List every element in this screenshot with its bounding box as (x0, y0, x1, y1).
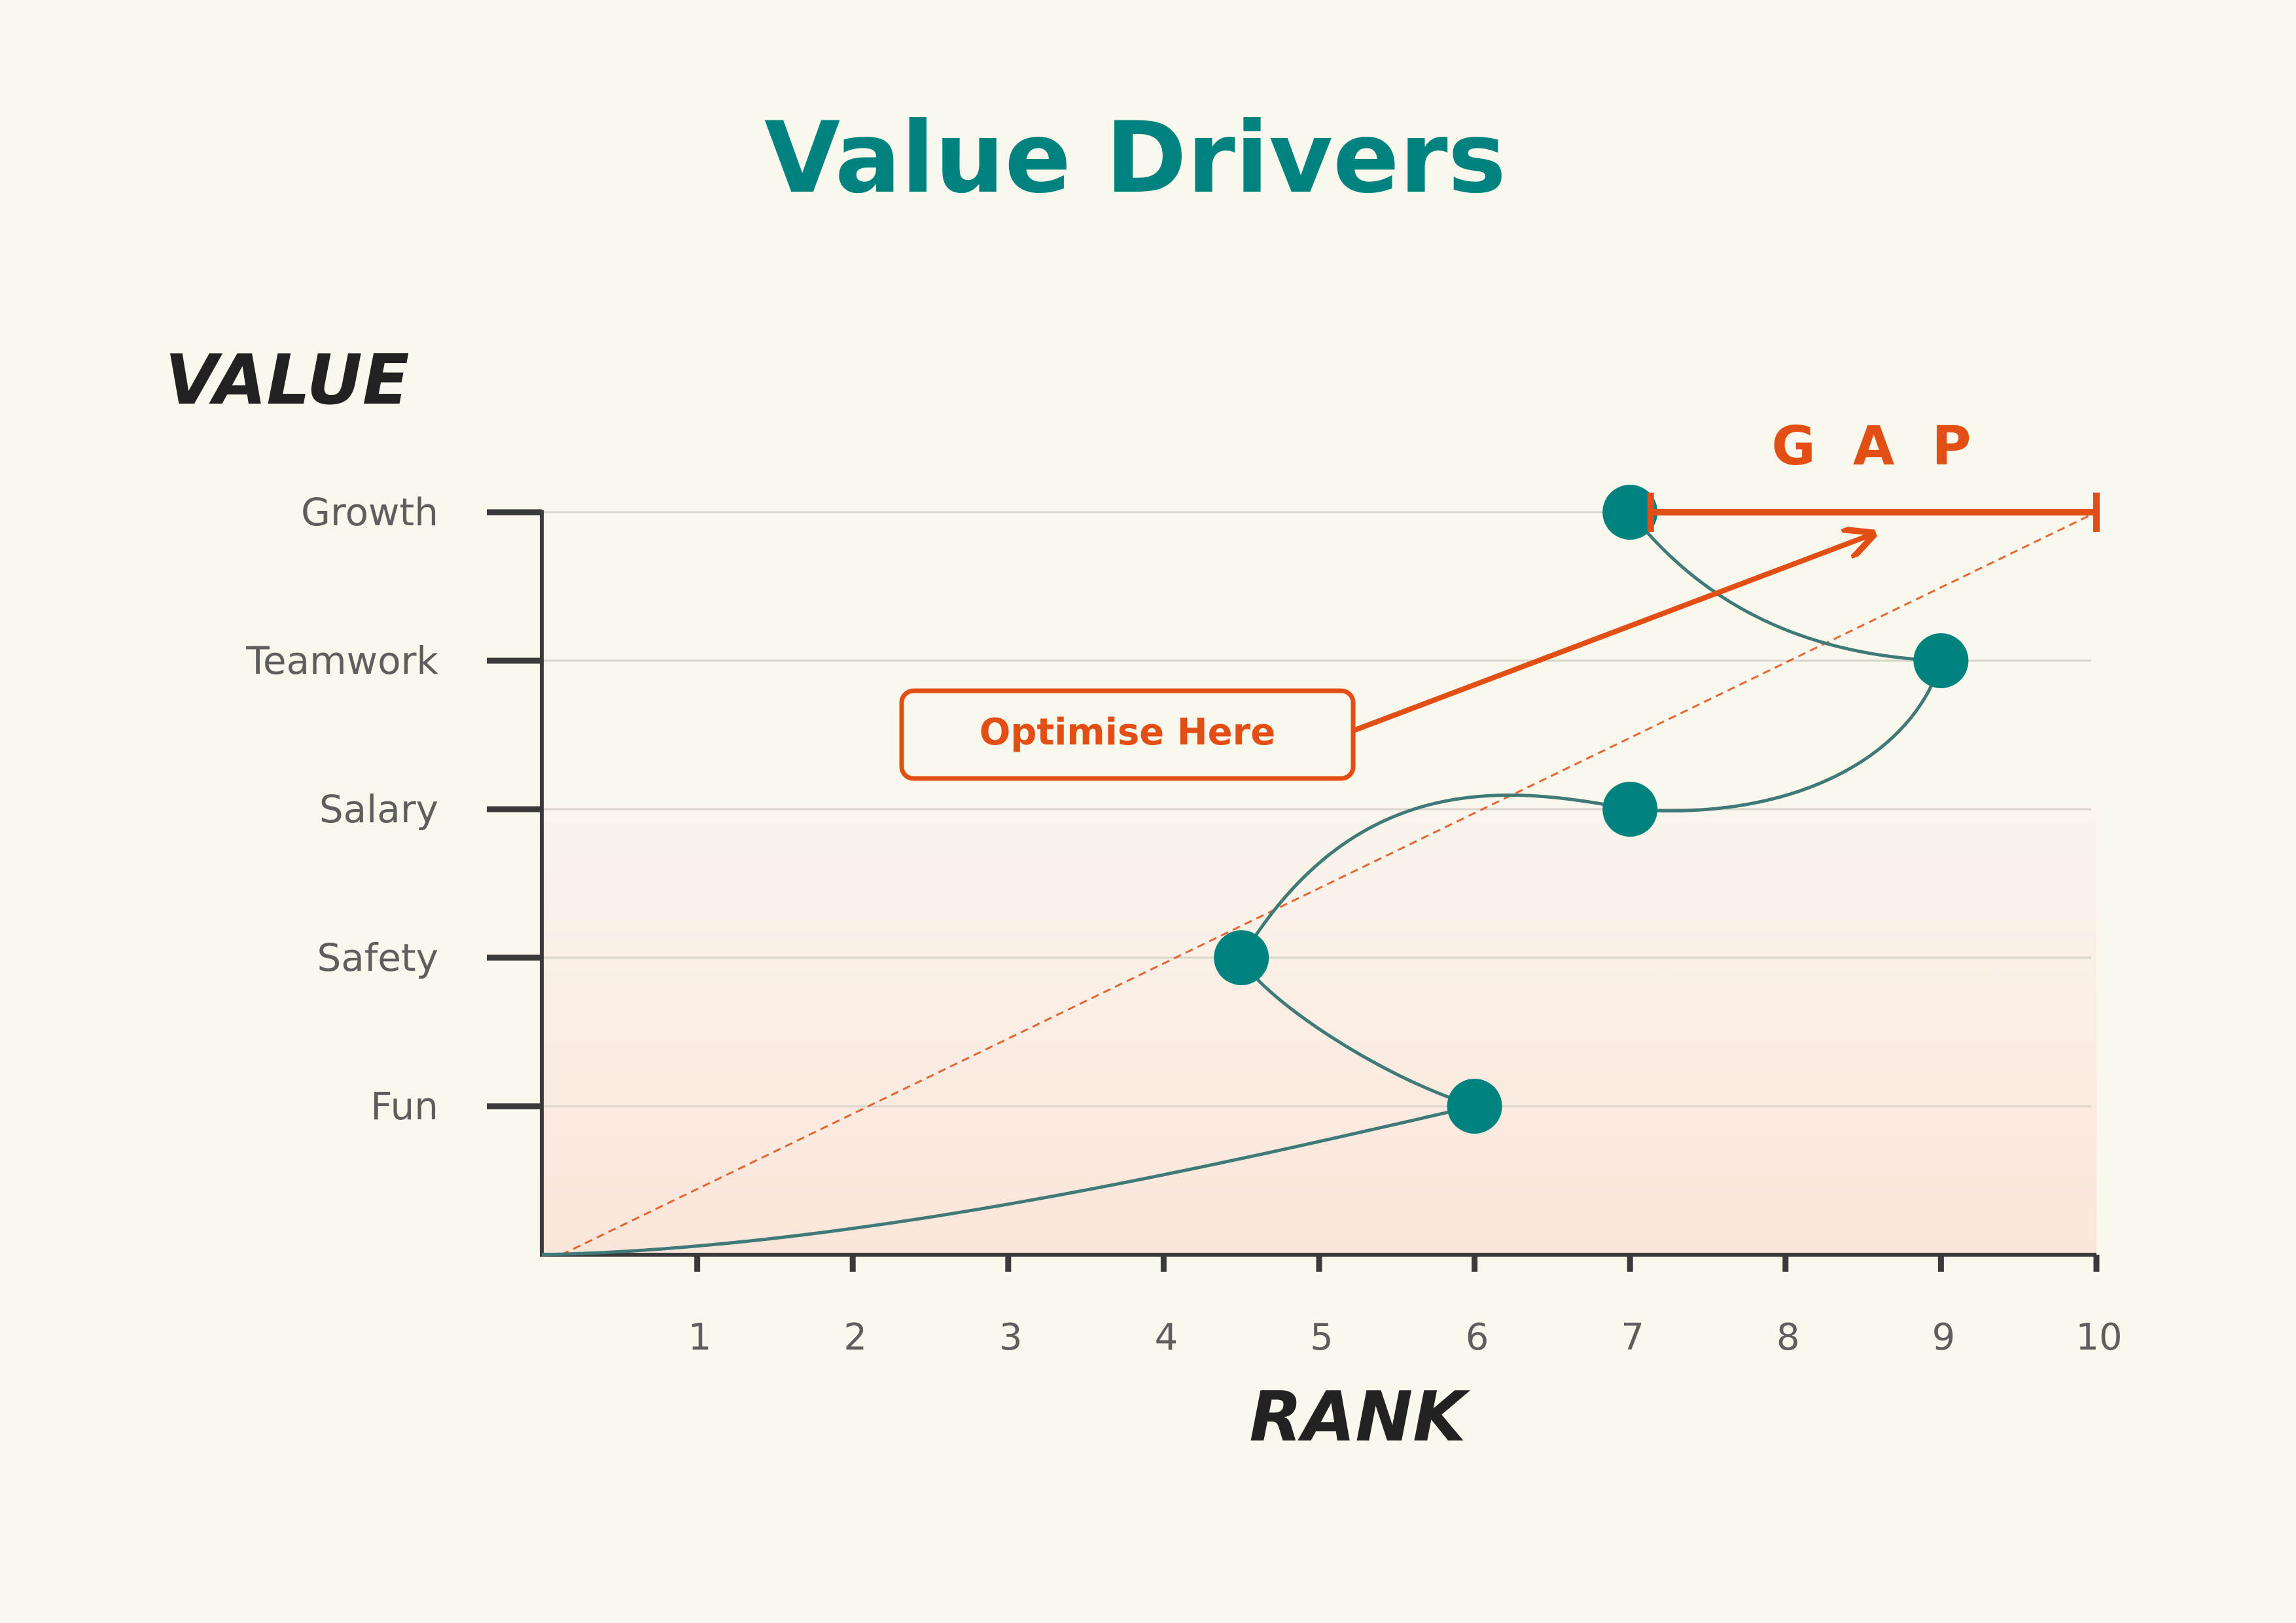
x-axis-ticks: 1 2 3 4 5 6 7 8 9 10 (688, 1255, 2123, 1359)
reference-dashed-line (561, 511, 2097, 1256)
data-point-growth (1602, 485, 1658, 540)
y-axis-title: VALUE (165, 340, 410, 420)
optimise-arrow (1352, 535, 1870, 733)
shaded-region (542, 809, 2096, 1255)
x-tick-label-10: 10 (2075, 1316, 2122, 1359)
optimise-callout-box (899, 688, 1356, 781)
x-tick-label-5: 5 (1310, 1316, 1333, 1359)
x-tick-label-2: 2 (843, 1316, 867, 1359)
optimise-callout-text: Optimise Here (980, 711, 1275, 754)
x-tick-label-9: 9 (1932, 1316, 1956, 1359)
data-points (1214, 485, 1969, 1134)
data-point-salary (1602, 782, 1658, 837)
y-tick-label-teamwork: Teamwork (245, 638, 438, 683)
x-tick-label-4: 4 (1155, 1316, 1178, 1359)
y-tick-label-safety: Safety (317, 935, 438, 980)
data-point-safety (1214, 930, 1269, 985)
x-tick-label-6: 6 (1466, 1316, 1489, 1359)
data-point-teamwork (1913, 633, 1969, 688)
chart-title: Value Drivers (764, 101, 1506, 215)
x-axis-title: RANK (1249, 1377, 1470, 1457)
grid-lines (542, 511, 2091, 1108)
x-tick-label-3: 3 (999, 1316, 1023, 1359)
y-tick-label-salary: Salary (319, 787, 438, 831)
gap-label: G A P (1771, 415, 1971, 478)
x-tick-label-7: 7 (1621, 1316, 1644, 1359)
gap-bracket (1647, 493, 2100, 532)
x-tick-label-1: 1 (688, 1316, 712, 1359)
y-tick-label-growth: Growth (301, 490, 438, 534)
y-axis-ticks: Fun Safety Salary Teamwork Growth (245, 490, 542, 1128)
x-tick-label-8: 8 (1776, 1316, 1800, 1359)
y-tick-label-fun: Fun (370, 1084, 438, 1128)
data-point-fun (1447, 1079, 1502, 1134)
